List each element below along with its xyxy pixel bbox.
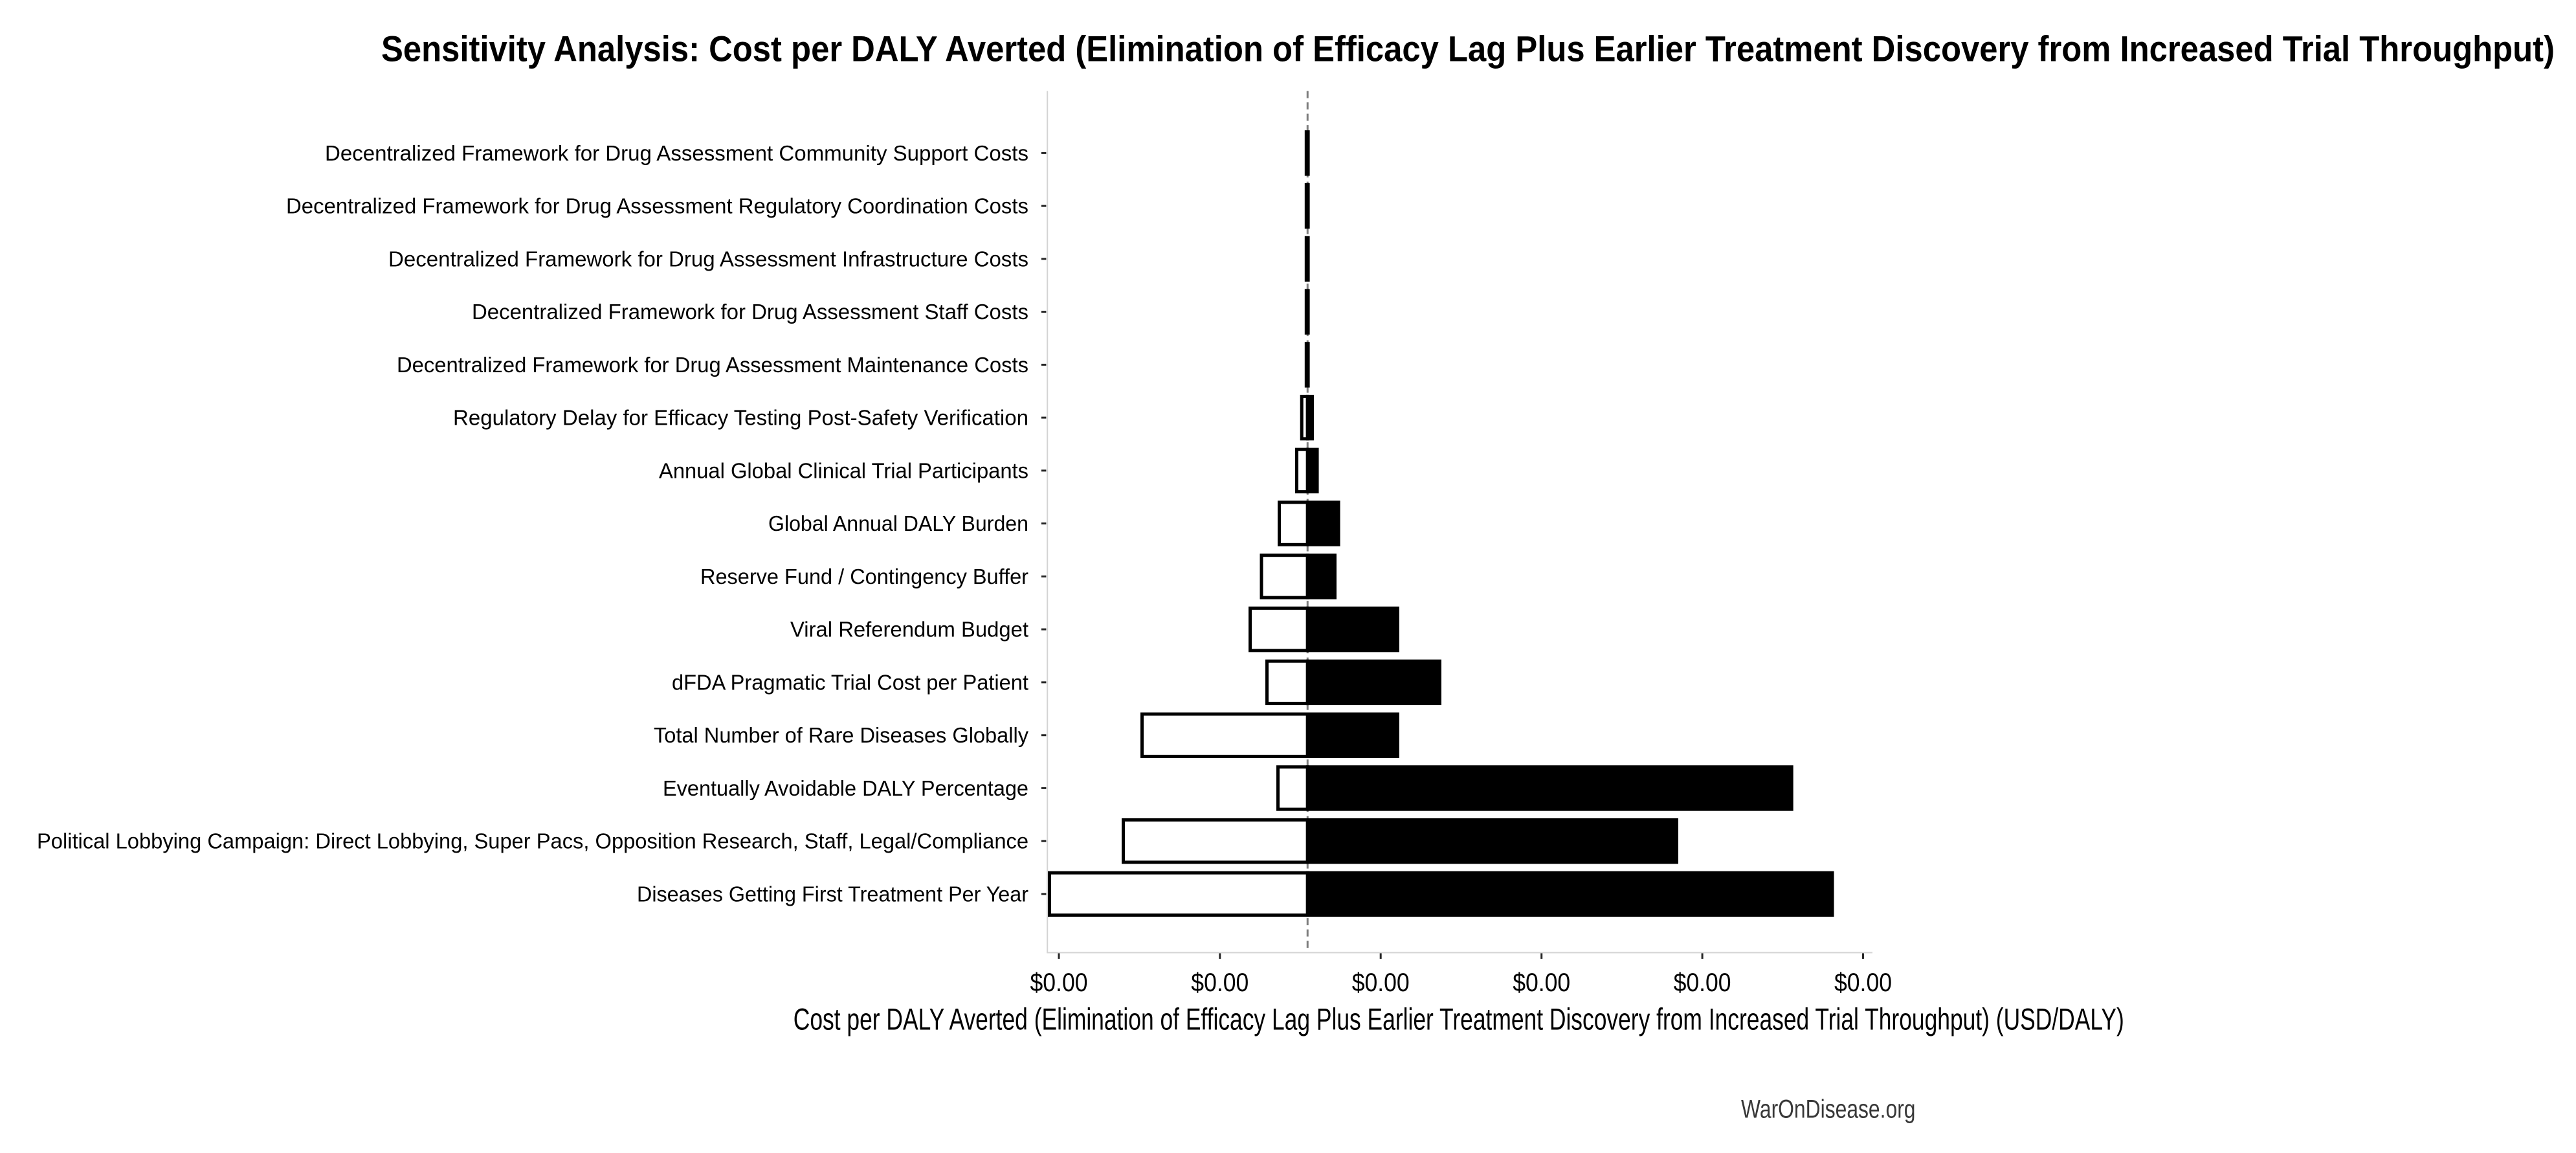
- svg-text:$0.00: $0.00: [1674, 968, 1731, 997]
- svg-text:Sensitivity Analysis: Cost per: Sensitivity Analysis: Cost per DALY Aver…: [381, 28, 2555, 69]
- svg-text:Regulatory Delay for Efficacy: Regulatory Delay for Efficacy Testing Po…: [453, 407, 1028, 431]
- svg-text:Diseases Getting First Treatme: Diseases Getting First Treatment Per Yea…: [637, 882, 1028, 906]
- svg-text:Total Number of Rare Diseases: Total Number of Rare Diseases Globally: [654, 724, 1028, 748]
- svg-text:WarOnDisease.org: WarOnDisease.org: [1741, 1095, 1916, 1124]
- svg-text:Cost per DALY Averted (Elimina: Cost per DALY Averted (Elimination of Ef…: [794, 1003, 2124, 1037]
- svg-text:Decentralized Framework for Dr: Decentralized Framework for Drug Assessm…: [472, 300, 1028, 324]
- svg-text:Decentralized Framework for Dr: Decentralized Framework for Drug Assessm…: [388, 247, 1028, 271]
- svg-text:Decentralized Framework for Dr: Decentralized Framework for Drug Assessm…: [325, 142, 1028, 166]
- svg-text:Reserve Fund / Contingency Buf: Reserve Fund / Contingency Buffer: [700, 565, 1028, 589]
- svg-text:Decentralized Framework for Dr: Decentralized Framework for Drug Assessm…: [286, 195, 1028, 219]
- svg-text:Decentralized Framework for Dr: Decentralized Framework for Drug Assessm…: [397, 353, 1028, 377]
- svg-text:Political Lobbying Campaign: D: Political Lobbying Campaign: Direct Lobb…: [37, 830, 1028, 854]
- svg-text:Global Annual DALY Burden: Global Annual DALY Burden: [768, 512, 1028, 536]
- svg-text:$0.00: $0.00: [1191, 968, 1249, 997]
- svg-text:dFDA Pragmatic Trial Cost per: dFDA Pragmatic Trial Cost per Patient: [672, 671, 1028, 695]
- svg-text:Eventually Avoidable DALY Perc: Eventually Avoidable DALY Percentage: [663, 777, 1028, 801]
- svg-text:Viral Referendum Budget: Viral Referendum Budget: [790, 618, 1028, 642]
- svg-text:$0.00: $0.00: [1834, 968, 1892, 997]
- svg-text:$0.00: $0.00: [1030, 968, 1088, 997]
- svg-text:$0.00: $0.00: [1513, 968, 1570, 997]
- svg-text:Annual Global Clinical Trial P: Annual Global Clinical Trial Participant…: [659, 459, 1028, 483]
- svg-text:$0.00: $0.00: [1352, 968, 1410, 997]
